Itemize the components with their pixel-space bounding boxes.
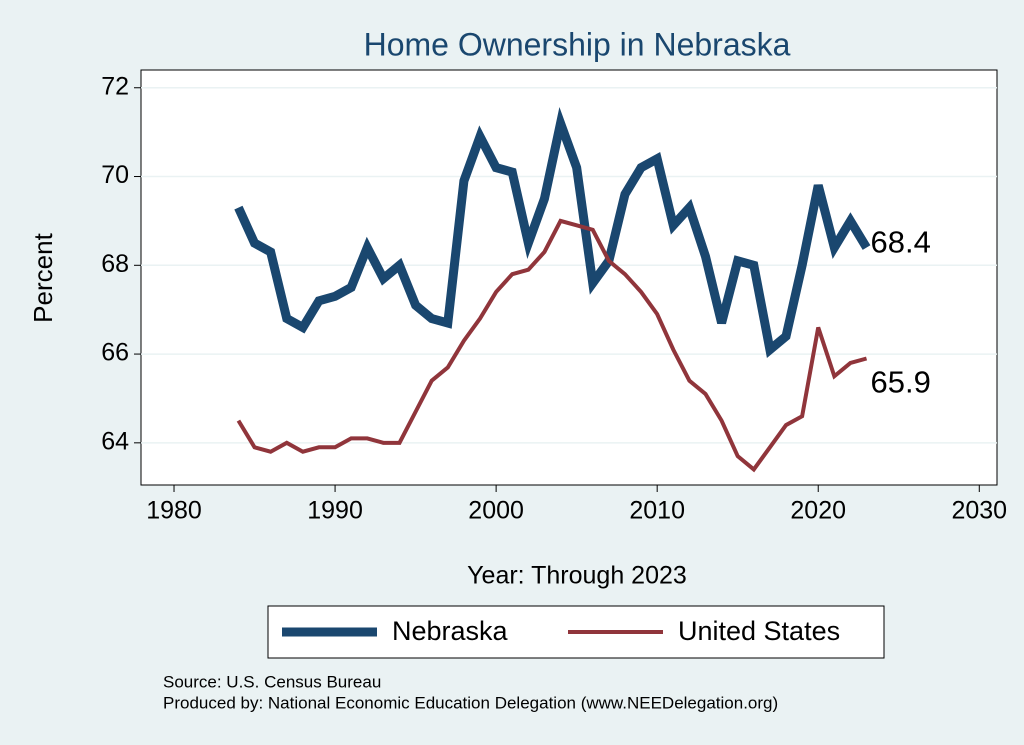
legend-label: Nebraska (392, 616, 509, 646)
series-line (236, 218, 868, 473)
value-label: 68.4 (871, 225, 931, 260)
source-note: Source: U.S. Census Bureau (163, 672, 381, 691)
value-label: 65.9 (871, 365, 931, 400)
producer-note: Produced by: National Economic Education… (163, 693, 778, 712)
y-tick-label: 72 (101, 72, 129, 100)
plot-area (140, 69, 998, 486)
legend-label: United States (678, 616, 840, 646)
chart-title: Home Ownership in Nebraska (364, 26, 791, 62)
y-axis-label: Percent (28, 232, 58, 322)
x-tick-label: 2020 (790, 497, 846, 525)
x-tick-label: 2000 (468, 497, 524, 525)
x-tick-label: 1980 (146, 497, 202, 525)
series-line (234, 106, 871, 358)
x-tick-label: 2030 (951, 497, 1007, 525)
x-tick-label: 1990 (307, 497, 363, 525)
y-tick-label: 68 (101, 250, 129, 278)
y-tick-label: 64 (101, 427, 129, 455)
x-tick-label: 2010 (629, 497, 685, 525)
y-tick-label: 70 (101, 161, 129, 189)
y-tick-label: 66 (101, 339, 129, 367)
x-axis-label: Year: Through 2023 (467, 562, 687, 590)
